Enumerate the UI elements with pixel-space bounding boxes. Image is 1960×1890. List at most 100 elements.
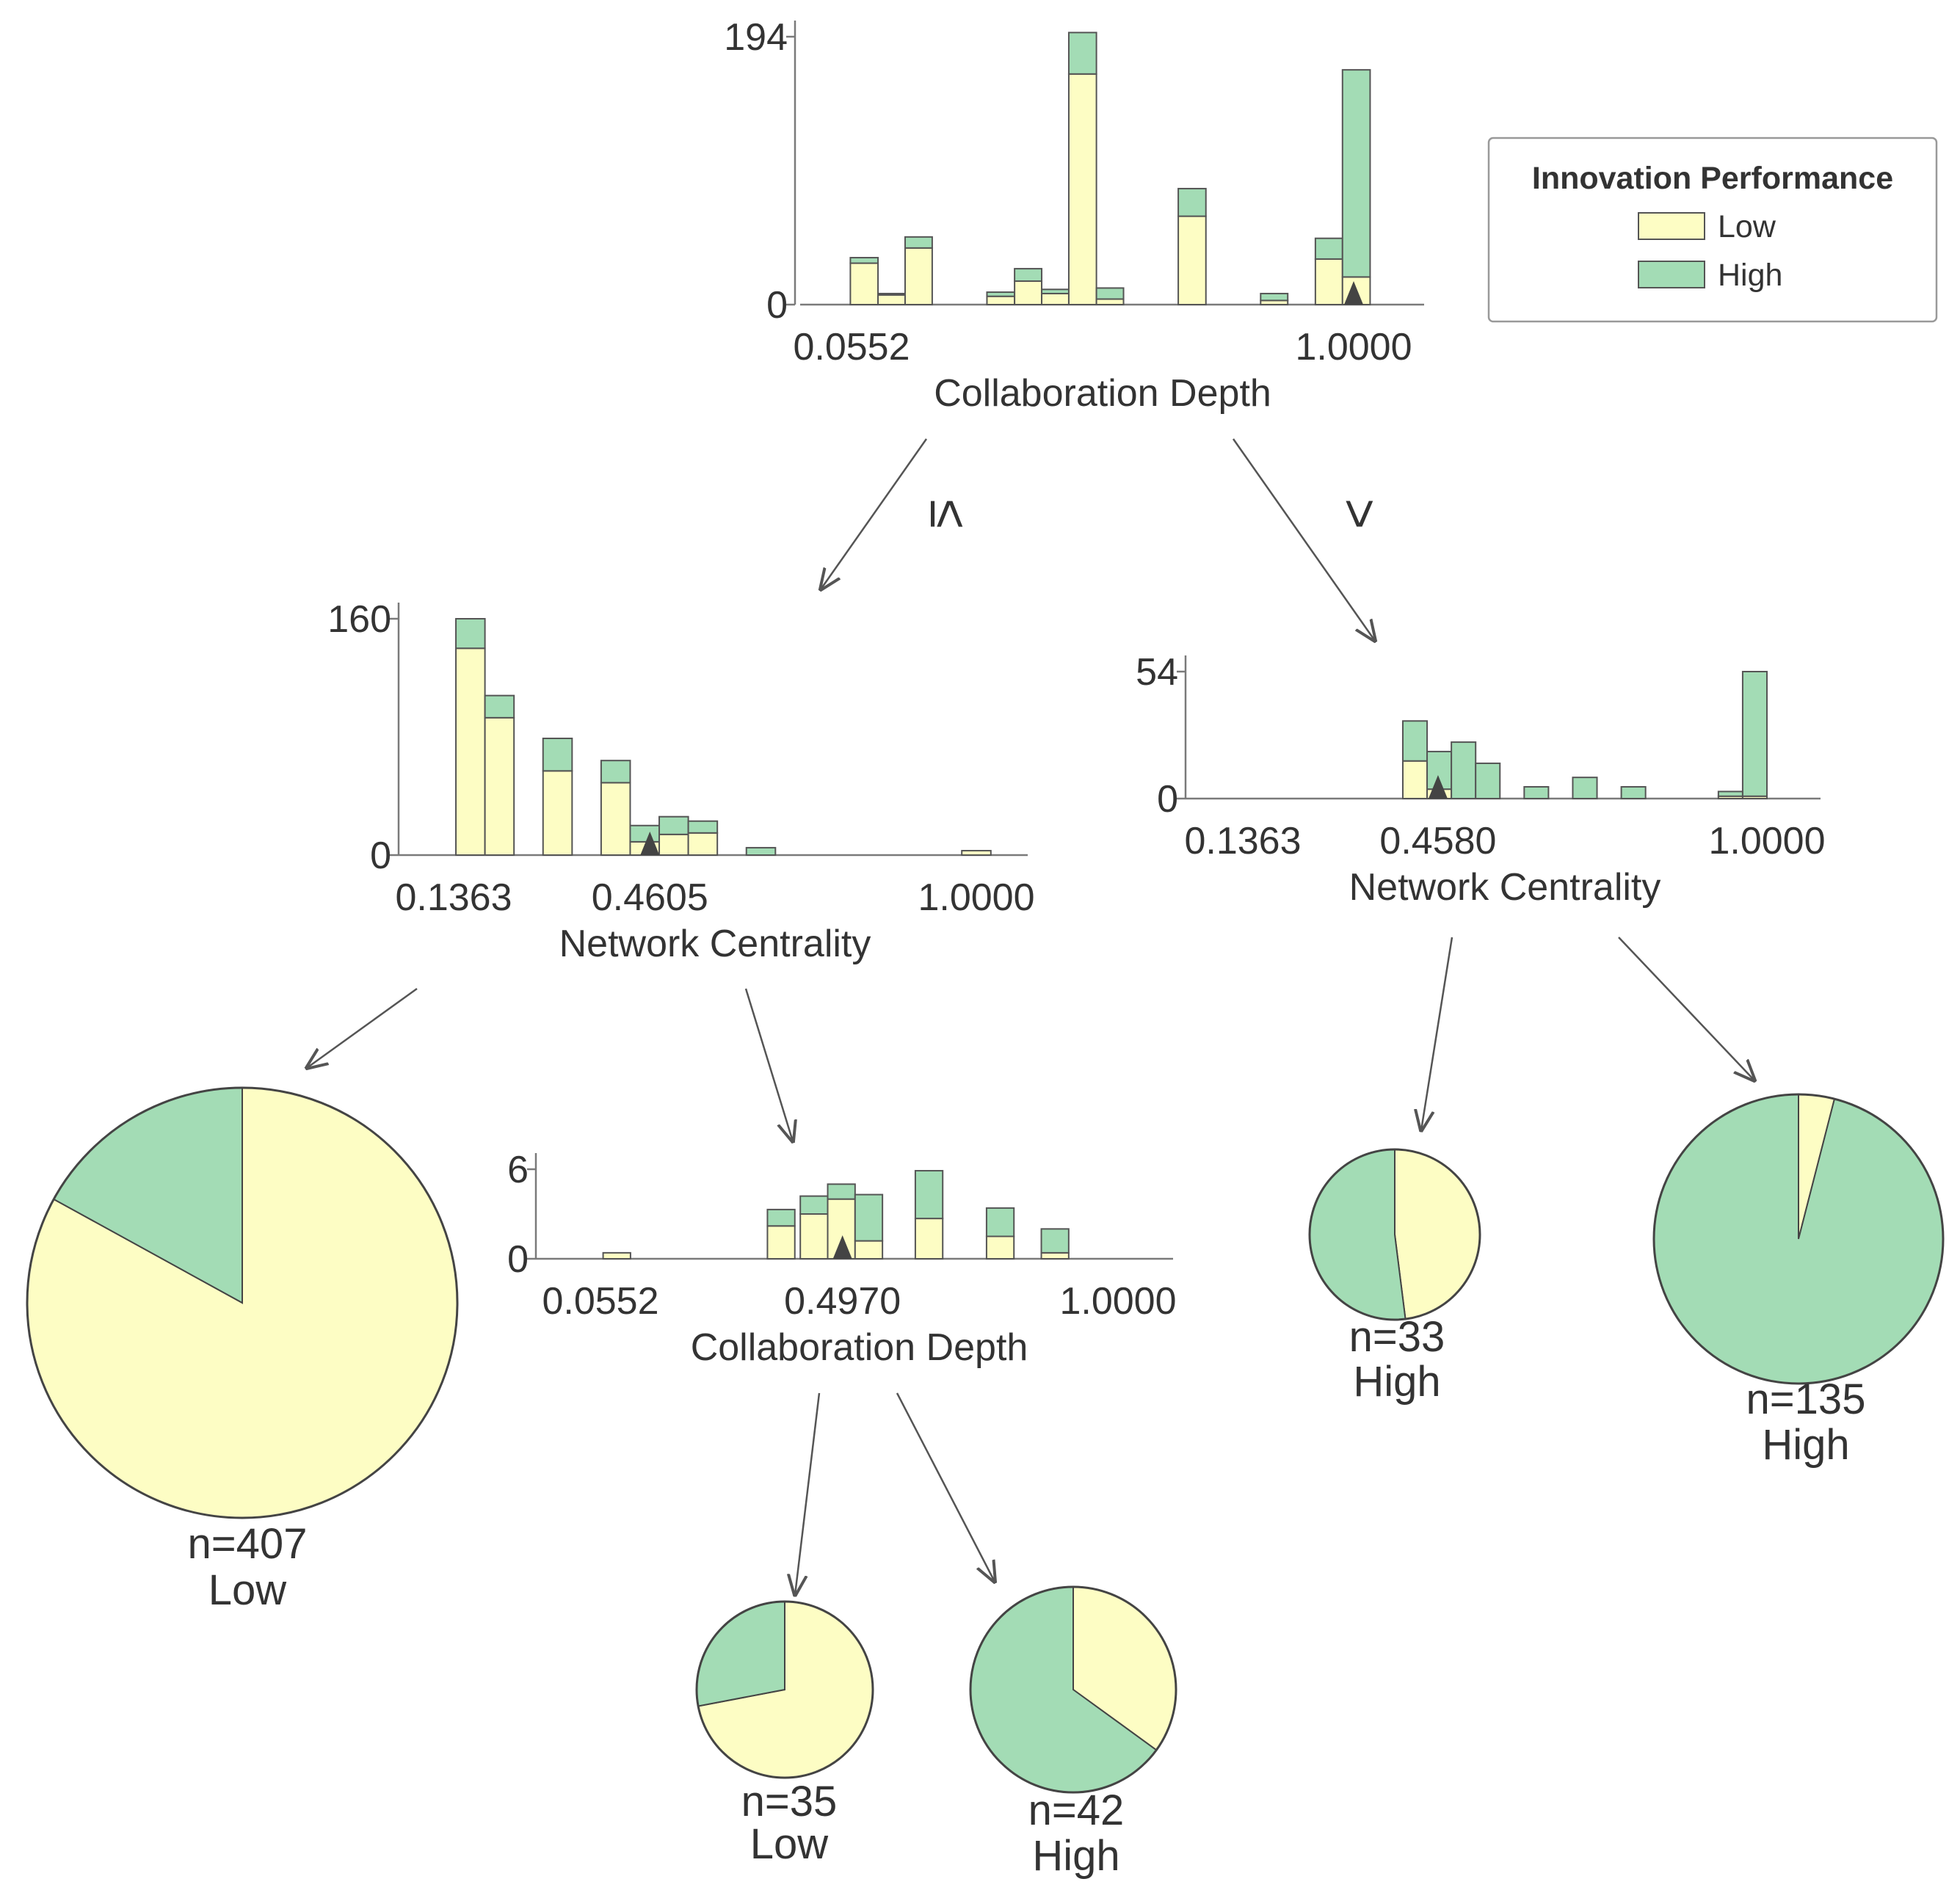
legend-label-low: Low: [1718, 209, 1776, 244]
leaf-pie-n33: [1308, 1148, 1481, 1321]
bar-high: [1475, 762, 1501, 800]
legend: Innovation Performance Low High: [1487, 137, 1938, 323]
bar-high: [904, 236, 933, 249]
bar-low: [1314, 258, 1343, 306]
legend-label-high: High: [1718, 258, 1782, 293]
bar-high: [914, 1170, 944, 1220]
bar-high: [827, 1183, 856, 1200]
pie-slice-low: [1394, 1148, 1481, 1320]
leaf-caption-n: n=407: [188, 1520, 308, 1568]
bar-high: [849, 257, 879, 264]
bar-low: [914, 1218, 944, 1260]
leaf-caption-class: High: [1353, 1358, 1440, 1406]
edge-lr-right: [896, 1392, 995, 1582]
leaf-caption-n: n=35: [741, 1778, 838, 1825]
bar-high: [799, 1195, 829, 1215]
bar-low: [658, 833, 689, 856]
bar-low: [799, 1213, 829, 1260]
bar-low: [849, 262, 879, 305]
tree-edges: [307, 438, 1754, 1595]
y-tick-label: 160: [327, 598, 391, 641]
pie-outline: [1652, 1093, 1945, 1385]
bar-low: [687, 832, 719, 856]
leaf-caption-class: High: [1032, 1832, 1119, 1880]
pie-outline: [26, 1086, 459, 1519]
bar-high: [1523, 785, 1550, 799]
leaf-caption-class: High: [1762, 1421, 1849, 1469]
x-tick-label: 0.4605: [592, 876, 708, 919]
x-tick-label: 0.4970: [784, 1280, 901, 1323]
bar-low: [1401, 760, 1429, 799]
bar-low: [1041, 292, 1070, 306]
legend-title: Innovation Performance: [1532, 161, 1893, 196]
bar-high: [1451, 741, 1477, 799]
x-tick-label: 1.0000: [918, 876, 1034, 919]
y-tick-label: 0: [1157, 778, 1178, 821]
bar-low: [1095, 298, 1125, 305]
bar-low: [484, 716, 515, 857]
legend-box: [1487, 137, 1938, 323]
edge-left-leaf: [307, 987, 418, 1068]
bar-high: [629, 824, 661, 843]
legend-swatch-high: [1638, 261, 1705, 288]
x-tick-label: 1.0000: [1295, 326, 1412, 368]
branch-label-right: >: [1330, 498, 1389, 529]
y-tick-label: 54: [1136, 651, 1178, 694]
bar-high: [1040, 1228, 1070, 1254]
x-tick-label: 0.1363: [395, 876, 512, 919]
bar-high: [745, 846, 777, 856]
bar-low: [602, 1251, 631, 1260]
bar-high: [1067, 32, 1097, 75]
bar-low: [766, 1225, 796, 1260]
y-tick-label: 0: [766, 284, 788, 327]
bar-high: [1177, 187, 1207, 217]
x-tick-label: 0.4580: [1379, 820, 1496, 862]
bar-high: [1095, 287, 1125, 300]
edge-left-right: [744, 988, 793, 1141]
pie-slice-high: [1309, 1148, 1407, 1320]
bar-high: [455, 618, 486, 650]
bar-low: [854, 1240, 884, 1260]
bar-high: [986, 291, 1016, 297]
edge-right-right: [1618, 937, 1754, 1080]
x-axis-title: Collaboration Depth: [691, 1326, 1028, 1369]
bar-high: [1741, 671, 1768, 797]
split-marker: [1344, 281, 1363, 305]
bar-high: [1260, 292, 1289, 302]
split-marker: [1428, 775, 1448, 799]
leaf-caption-n: n=33: [1349, 1313, 1445, 1361]
bar-low: [1014, 280, 1043, 306]
x-axis-title: Network Centrality: [1349, 866, 1661, 909]
x-axis-title: Collaboration Depth: [934, 372, 1271, 415]
edge-root-left: [821, 438, 928, 589]
x-tick-label: 0.0552: [793, 326, 910, 368]
y-tick-label: 6: [507, 1149, 529, 1191]
edge-lr-left: [795, 1392, 821, 1595]
split-marker: [832, 1235, 852, 1259]
x-tick-label: 0.1363: [1184, 820, 1301, 862]
bar-low: [542, 770, 573, 856]
leaf-pie-n42: [969, 1585, 1177, 1794]
bar-high: [542, 738, 573, 772]
bar-high: [985, 1207, 1015, 1237]
leaf-caption-n: n=135: [1746, 1375, 1866, 1423]
bar-high: [1572, 777, 1598, 799]
leaf-pie-n135: [1652, 1093, 1945, 1385]
x-tick-label: 0.0552: [542, 1280, 658, 1323]
bar-high: [687, 820, 719, 834]
bar-low: [1067, 73, 1097, 305]
leaf-pie-n35: [695, 1600, 874, 1779]
bar-high: [766, 1208, 796, 1227]
pie-outline: [1308, 1148, 1481, 1321]
x-axis-title: Network Centrality: [559, 923, 871, 965]
bar-high: [1041, 288, 1070, 294]
bar-low: [1040, 1251, 1070, 1260]
bar-high: [484, 694, 515, 719]
x-tick-label: 1.0000: [1708, 820, 1825, 862]
bar-high: [1620, 785, 1647, 799]
pie-slice-high: [1653, 1093, 1944, 1384]
split-marker: [640, 832, 660, 855]
bar-high: [1014, 268, 1043, 283]
